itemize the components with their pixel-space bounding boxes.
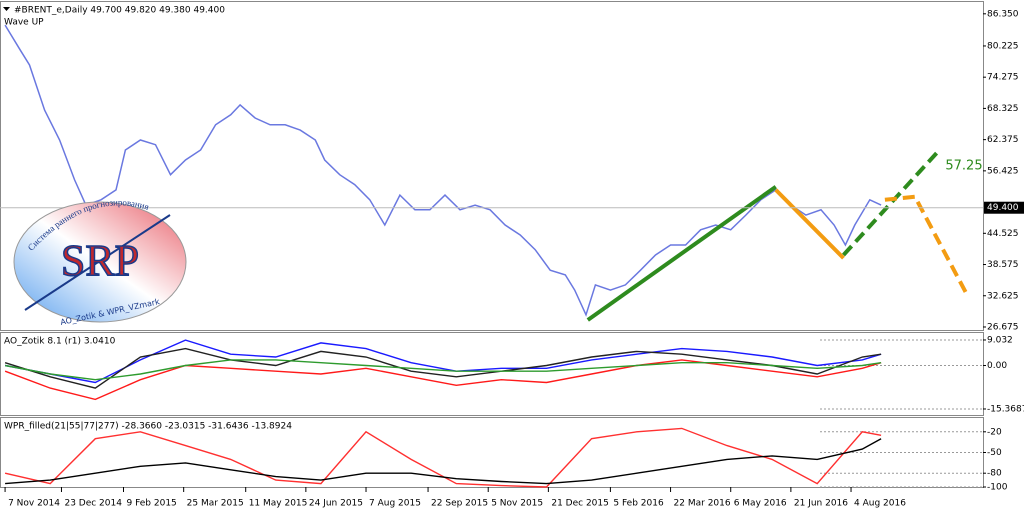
y-tick-label: 74.275 bbox=[987, 73, 1019, 83]
logo-arrow bbox=[24, 214, 171, 311]
x-tick-label: 7 Aug 2015 bbox=[369, 499, 421, 509]
panel-subtitle: Wave UP bbox=[4, 18, 44, 28]
x-tick-label: 24 Jun 2015 bbox=[309, 499, 363, 509]
y-tick-label: 38.575 bbox=[987, 260, 1019, 270]
y-tick-label: 32.625 bbox=[987, 291, 1019, 301]
ao-panel bbox=[0, 332, 984, 416]
panel-title: AO_Zotik 8.1 (r1) 3.0410 bbox=[4, 337, 116, 347]
x-tick-label: 25 Mar 2015 bbox=[187, 499, 244, 509]
price-line bbox=[4, 24, 882, 317]
x-tick-label: 23 Dec 2014 bbox=[64, 499, 122, 509]
y-tick-label: 62.375 bbox=[987, 135, 1019, 145]
y-tick-label: -80 bbox=[987, 469, 1002, 479]
panel-title: WPR_filled(21|55|77|277) -28.3660 -23.03… bbox=[4, 422, 292, 432]
indicator-line bbox=[4, 347, 882, 389]
x-tick-label: 7 Nov 2014 bbox=[8, 499, 60, 509]
y-tick-label: 44.525 bbox=[987, 229, 1019, 239]
x-tick-label: 21 Dec 2015 bbox=[551, 499, 609, 509]
indicator-line bbox=[4, 427, 882, 488]
wave-line bbox=[774, 188, 845, 260]
y-tick-label: -20 bbox=[987, 427, 1002, 437]
wave-line bbox=[884, 194, 968, 294]
x-tick-label: 11 May 2015 bbox=[249, 499, 308, 509]
indicator-line bbox=[5, 438, 882, 485]
y-tick-label: 80.225 bbox=[987, 41, 1019, 51]
y-tick-label: 9.032 bbox=[987, 335, 1013, 345]
x-tick-label: 22 Mar 2016 bbox=[674, 499, 731, 509]
x-tick-label: 6 May 2016 bbox=[734, 499, 787, 509]
logo: SRP Система раннего прогнозирования AO_Z… bbox=[13, 197, 187, 327]
y-tick-label: 56.425 bbox=[987, 166, 1019, 176]
wpr-panel bbox=[0, 417, 984, 488]
panel-title: #BRENT_e,Daily 49.700 49.820 49.380 49.4… bbox=[14, 6, 225, 16]
y-tick-label: -15.3687 bbox=[987, 404, 1024, 414]
x-tick-label: 5 Nov 2015 bbox=[491, 499, 543, 509]
x-tick-label: 9 Feb 2015 bbox=[127, 499, 177, 509]
x-tick-label: 22 Sep 2015 bbox=[431, 499, 488, 509]
y-tick-label: 86.350 bbox=[987, 9, 1019, 19]
y-tick-label: 26.675 bbox=[987, 322, 1019, 332]
wave-line bbox=[586, 185, 777, 322]
y-tick-label: 68.325 bbox=[987, 104, 1019, 114]
last-price-box bbox=[984, 201, 1024, 214]
logo-text: SRP bbox=[61, 236, 139, 285]
x-tick-label: 4 Aug 2016 bbox=[854, 499, 906, 509]
x-tick-label: 5 Feb 2016 bbox=[613, 499, 664, 509]
x-tick-label: 21 Jun 2016 bbox=[794, 499, 848, 509]
last-price-label: 49.400 bbox=[987, 203, 1019, 213]
y-tick-label: -100 bbox=[987, 483, 1008, 493]
wave-annotation: 57.25 bbox=[945, 158, 982, 173]
indicator-line bbox=[4, 359, 882, 401]
y-tick-label: 0.00 bbox=[987, 361, 1007, 371]
menu-arrow bbox=[3, 7, 10, 11]
wave-line bbox=[842, 148, 941, 257]
indicator-line bbox=[4, 359, 882, 381]
y-tick-label: -50 bbox=[987, 448, 1002, 458]
